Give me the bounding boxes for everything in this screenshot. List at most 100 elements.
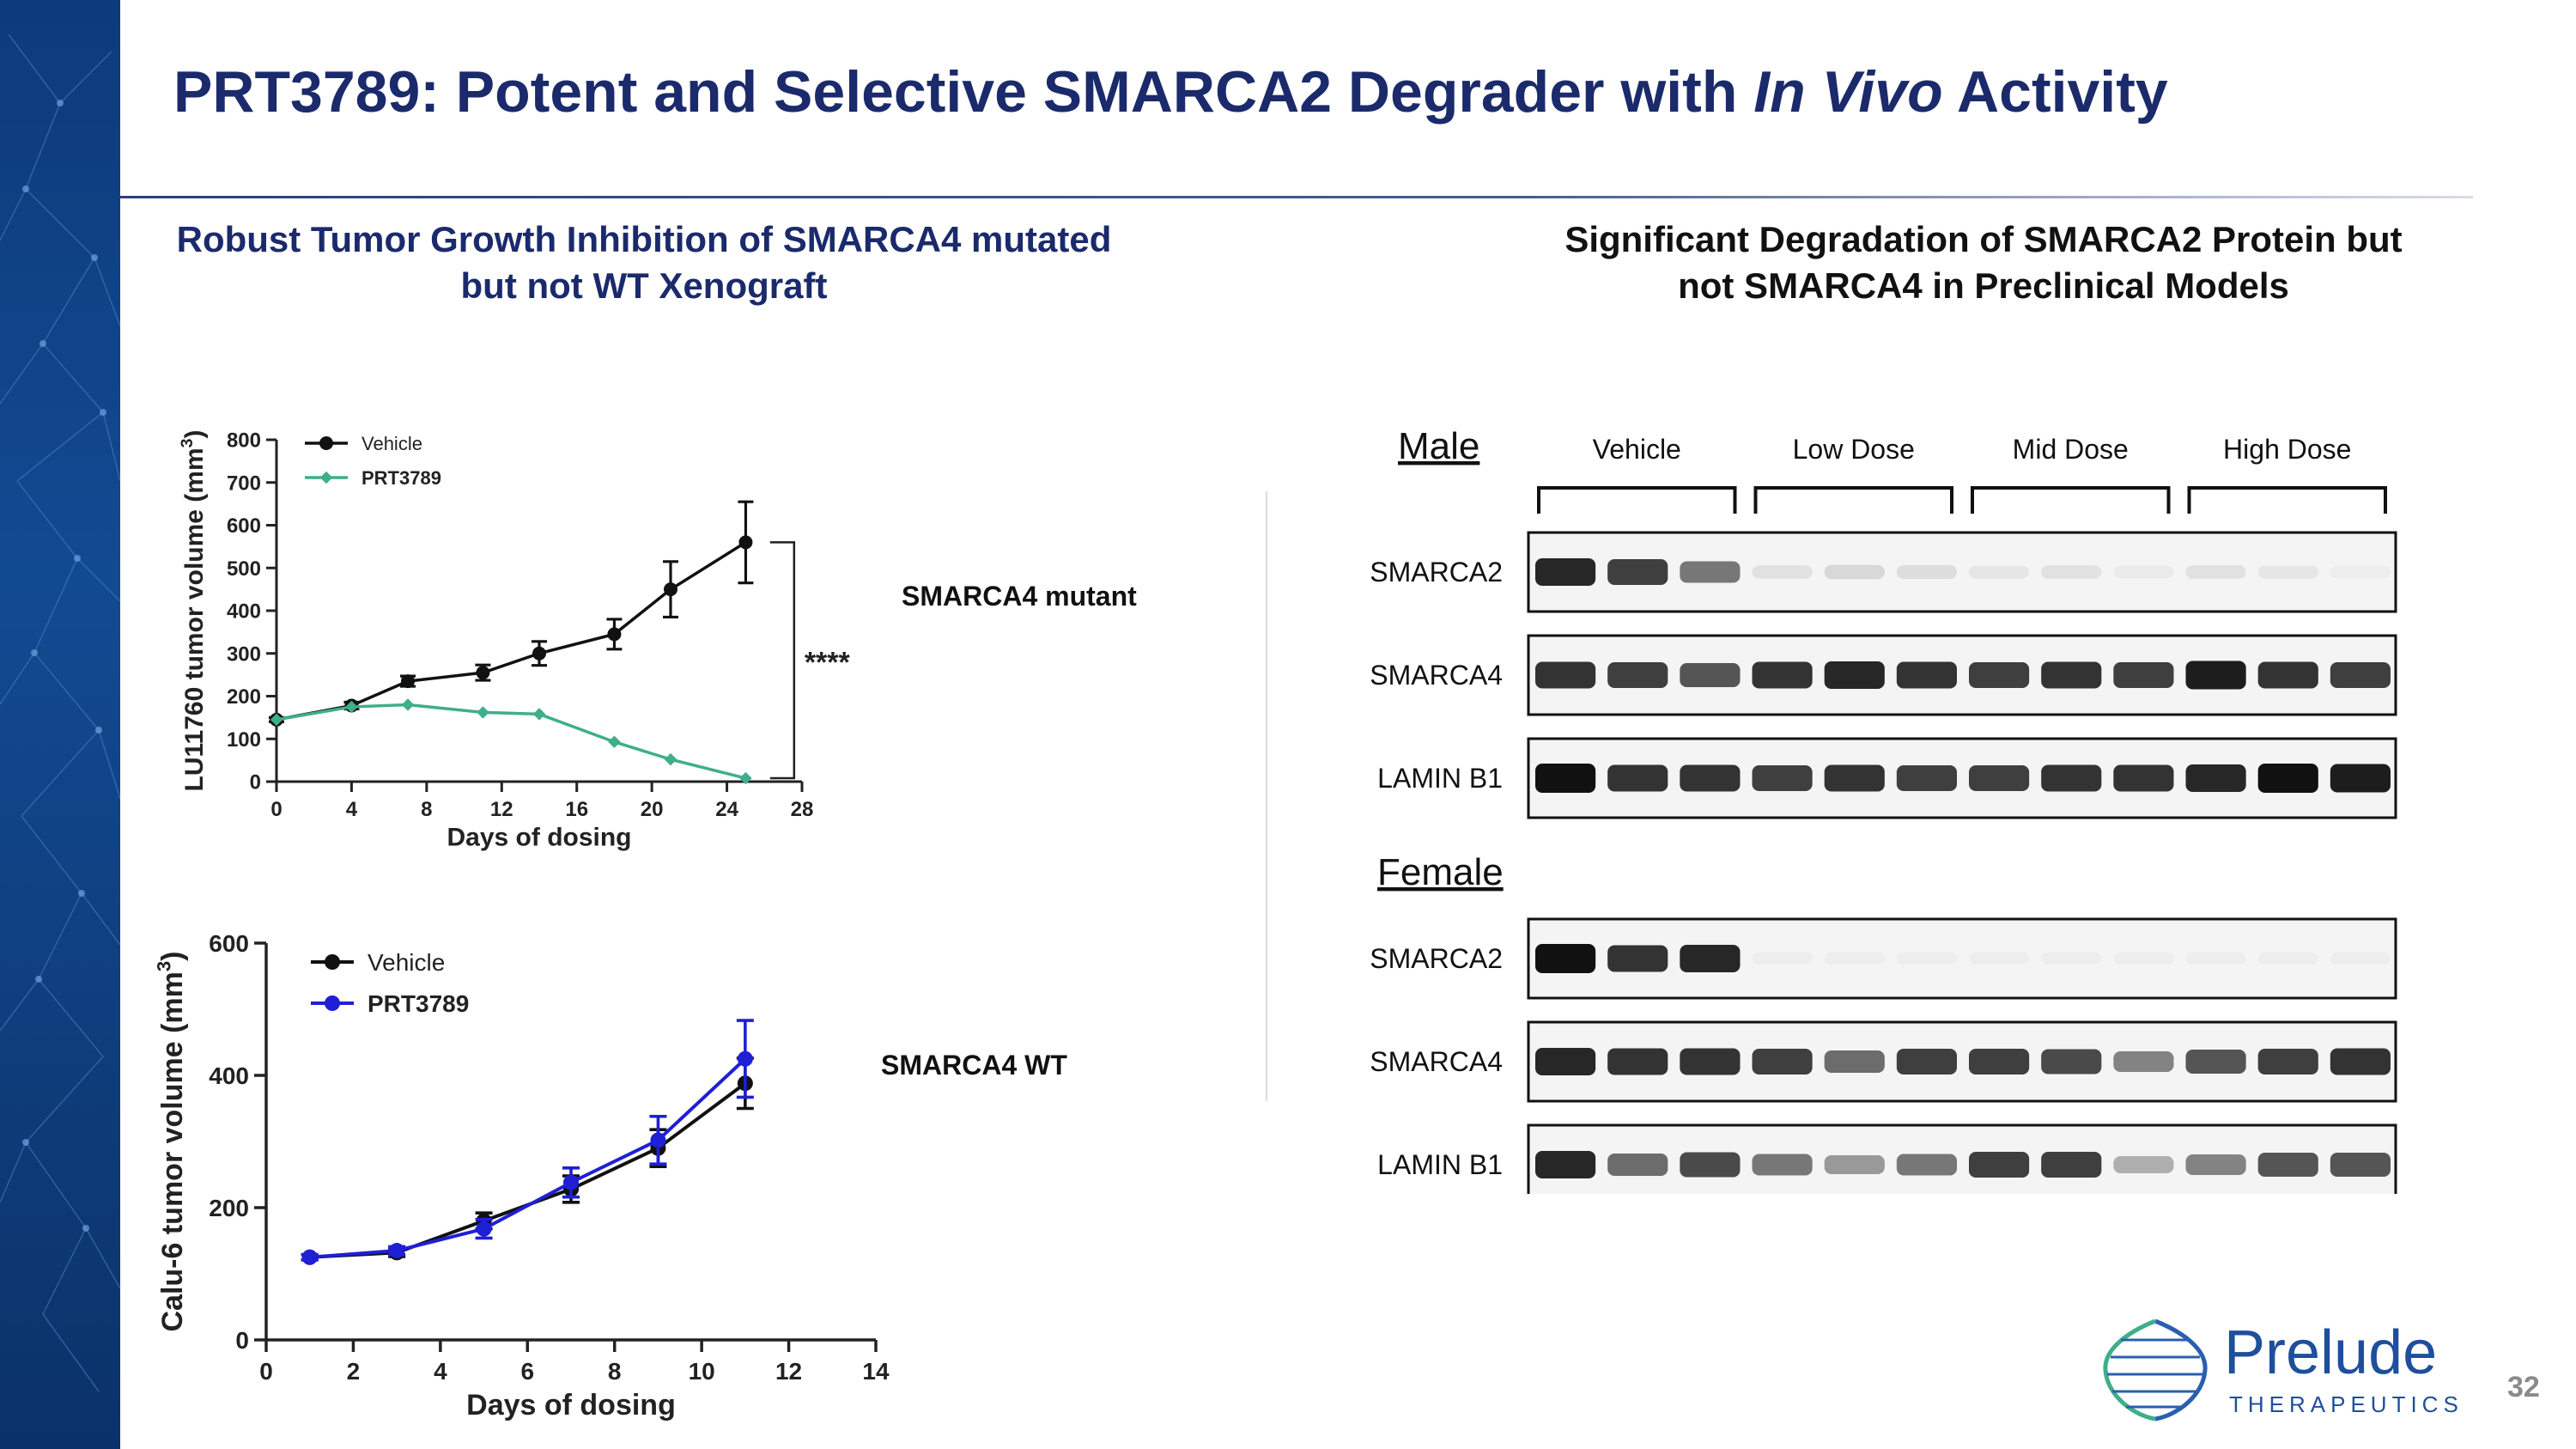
blot-band	[2186, 953, 2246, 965]
y-tick-label: 200	[209, 1195, 249, 1221]
blot-band	[1607, 1154, 1668, 1176]
blot-band	[1607, 764, 1668, 792]
blot-band	[1824, 1050, 1885, 1073]
data-point	[563, 1174, 579, 1190]
x-tick-label: 0	[270, 798, 282, 821]
y-tick-label: 200	[227, 685, 261, 709]
data-point	[737, 1050, 753, 1067]
data-point	[607, 627, 622, 642]
data-point	[345, 700, 358, 714]
blot-band	[1896, 1049, 1957, 1075]
x-axis-label: Days of dosing	[466, 1389, 676, 1422]
blot-band	[2185, 661, 2246, 690]
blot-band	[2185, 1154, 2246, 1175]
logo-name: Prelude	[2224, 1318, 2438, 1387]
data-point	[739, 771, 752, 785]
y-tick-label: 600	[209, 930, 249, 957]
x-tick-label: 8	[608, 1358, 622, 1385]
blot-strip	[1527, 634, 2397, 716]
y-tick-label: 400	[209, 1062, 249, 1089]
blot-band	[2113, 662, 2174, 688]
y-tick-label: 700	[227, 472, 261, 495]
title-divider	[120, 196, 2473, 198]
series-line-prt3789	[309, 1057, 747, 1259]
x-tick-label: 16	[565, 798, 588, 821]
blot-band	[2113, 953, 2173, 965]
blot-band	[2041, 764, 2102, 792]
blot-band	[1607, 559, 1668, 585]
blot-band	[2185, 1050, 2246, 1074]
data-point	[401, 698, 415, 711]
blot-band	[1680, 663, 1741, 687]
dose-group-bracket	[1537, 486, 1737, 514]
series-line-vehicle	[276, 540, 747, 721]
blot-band	[2330, 953, 2391, 965]
blot-band	[1752, 661, 1813, 689]
legend-marker	[325, 995, 340, 1011]
y-axis-label: LU11760 tumor volume (mm3)	[178, 430, 209, 792]
blot-strip	[1527, 917, 2397, 1000]
title-text-end: Activity	[1942, 59, 2168, 125]
blot-band	[1535, 1048, 1596, 1075]
y-axis-label-text: LU11760 tumor volume (mm	[180, 447, 209, 791]
data-point	[738, 535, 753, 550]
blot-band	[2257, 661, 2318, 689]
dose-group-bracket	[1753, 486, 1953, 514]
blot-band	[1535, 661, 1596, 689]
blot-band	[1535, 1151, 1596, 1178]
y-axis-label-text: Calu-6 tumor volume (mm	[156, 971, 189, 1331]
blot-band	[1535, 764, 1596, 793]
x-tick-label: 12	[775, 1358, 802, 1385]
x-tick-label: 10	[689, 1358, 715, 1385]
y-tick-label: 800	[227, 429, 261, 453]
data-point	[664, 582, 677, 597]
y-axis-label-superscript: 3	[178, 438, 197, 447]
blot-band	[2330, 566, 2391, 579]
protein-label: SMARCA4	[1370, 660, 1503, 691]
y-axis-label-close: )	[180, 430, 209, 439]
data-point	[664, 752, 677, 766]
x-tick-label: 24	[715, 798, 738, 821]
x-tick-label: 20	[641, 798, 664, 821]
dose-group-label: Vehicle	[1593, 434, 1681, 465]
data-point	[532, 708, 546, 721]
blot-band	[2041, 565, 2102, 579]
blot-band	[1969, 1049, 2030, 1075]
blot-band	[1824, 564, 1885, 580]
data-point	[650, 1132, 666, 1148]
sex-label-male: Male	[1398, 425, 1479, 467]
legend-label-prt3789: PRT3789	[368, 990, 469, 1017]
y-tick-label: 100	[227, 728, 261, 752]
dose-group-label: High Dose	[2223, 434, 2351, 465]
smarca4-wt-label: SMARCA4 WT	[881, 1050, 1067, 1081]
x-tick-label: 8	[421, 798, 432, 821]
blot-band	[1753, 953, 1813, 965]
blot-band	[1824, 1155, 1885, 1174]
blot-band	[1607, 662, 1668, 688]
blot-band	[1824, 764, 1885, 792]
data-point	[401, 674, 415, 689]
blot-strip	[1527, 531, 2397, 613]
western-blot-image: Vehicle Low Dose Mid Dose High Dose Male SMAR…	[1370, 425, 2397, 1194]
blot-band	[2113, 1156, 2174, 1173]
protein-label: LAMIN B1	[1377, 763, 1503, 794]
blot-band	[1680, 945, 1741, 972]
data-point	[389, 1243, 405, 1259]
blot-band	[2330, 1153, 2391, 1177]
blot-band	[1607, 1048, 1668, 1075]
dose-group-bracket	[2187, 486, 2387, 514]
dose-group-label: Low Dose	[1793, 434, 1915, 465]
significance-annotation: ****	[805, 647, 851, 679]
blot-band	[2257, 1049, 2318, 1075]
data-point	[270, 713, 283, 727]
blot-band	[2113, 764, 2174, 792]
blot-band	[1969, 662, 2030, 688]
data-point	[476, 1221, 492, 1237]
blot-band	[1824, 661, 1885, 689]
blot-band	[2041, 661, 2102, 689]
data-point	[608, 735, 621, 748]
protein-label: SMARCA4	[1370, 1046, 1503, 1077]
page-number: 32	[2507, 1371, 2540, 1403]
blot-band	[2113, 1051, 2174, 1072]
blot-band	[1680, 1152, 1741, 1178]
